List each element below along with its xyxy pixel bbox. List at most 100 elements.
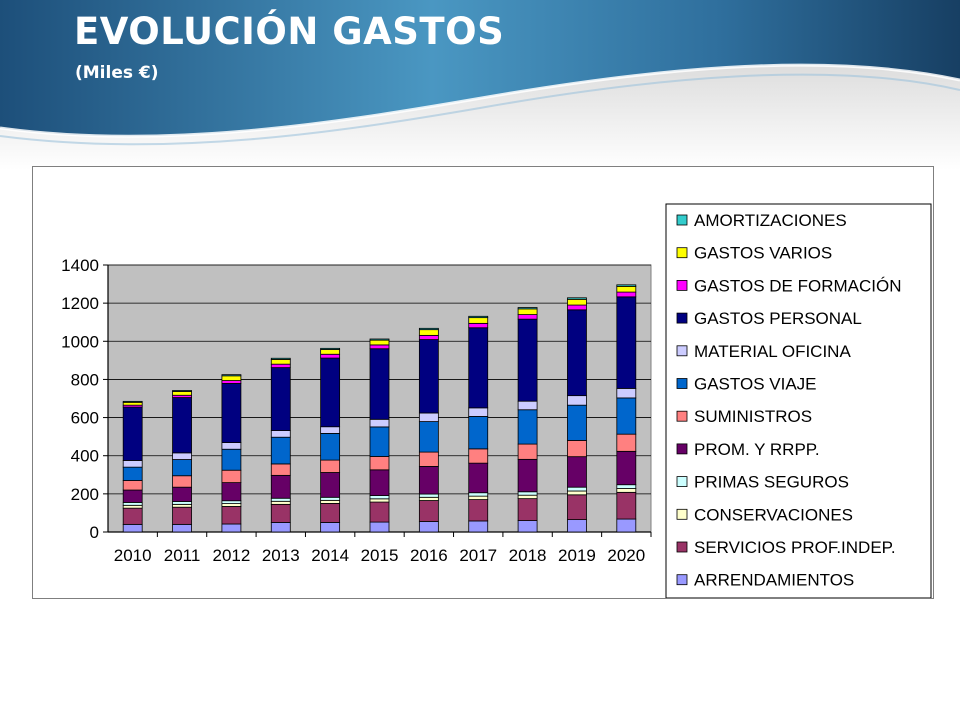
y-tick-label: 0: [90, 523, 99, 542]
y-tick-label: 1400: [61, 256, 99, 275]
legend-label-amortizaciones: AMORTIZACIONES: [694, 211, 847, 230]
x-tick-label: 2016: [410, 546, 448, 565]
legend-label-material-oficina: MATERIAL OFICINA: [694, 342, 851, 361]
bar-segment-gastos-varios-2010: [122, 401, 143, 406]
chart-frame: 0 200 400 600 800 1000 1200 1400 2010 2011 2012 201…: [32, 166, 934, 599]
bar-segment-gastos-viaje-2017: [468, 416, 489, 450]
x-tick-label: 2013: [262, 546, 300, 565]
bar-segment-suministros-2014: [320, 459, 341, 473]
bar-segment-gastos-de-formaci-n-2013: [270, 363, 291, 369]
bar-segment-gastos-personal-2015: [369, 348, 390, 420]
bar-segment-primas-seguros-2016: [418, 493, 439, 498]
x-tick-label: 2017: [459, 546, 497, 565]
bar-segment-gastos-viaje-2015: [369, 426, 390, 457]
x-tick-label: 2012: [212, 546, 250, 565]
bar-segment-gastos-de-formaci-n-2020: [616, 291, 637, 298]
bar-segment-amortizaciones-2014: [320, 347, 341, 350]
bar-segment-gastos-personal-2011: [172, 397, 192, 454]
bar-segment-material-oficina-2018: [517, 400, 538, 411]
bar-segment-arrendamientos-2019: [567, 519, 587, 533]
bar-segment-primas-seguros-2015: [369, 495, 390, 500]
bar-segment-amortizaciones-2017: [468, 315, 489, 319]
bar-segment-prom-y-rrpp--2010: [122, 489, 143, 503]
bar-segment-prom-y-rrpp--2016: [418, 465, 439, 495]
bar-segment-material-oficina-2011: [172, 452, 192, 460]
legend-label-prom-y-rrpp-: PROM. Y RRPP.: [694, 440, 820, 459]
bar-segment-material-oficina-2020: [616, 387, 637, 399]
bar-segment-suministros-2019: [567, 440, 587, 458]
bar-segment-conservaciones-2011: [172, 503, 192, 508]
x-tick-label: 2020: [607, 546, 645, 565]
bar-segment-gastos-de-formaci-n-2018: [517, 314, 538, 320]
legend-label-suministros: SUMINISTROS: [694, 407, 812, 426]
bar-segment-gastos-viaje-2020: [616, 397, 637, 435]
bar-segment-arrendamientos-2015: [369, 521, 390, 533]
bar-segment-arrendamientos-2016: [418, 521, 439, 533]
bar-segment-gastos-viaje-2014: [320, 433, 341, 461]
bar-segment-suministros-2017: [468, 448, 489, 464]
bar-segment-amortizaciones-2019: [567, 297, 587, 300]
legend-box: [665, 203, 932, 598]
bar-segment-gastos-viaje-2011: [172, 459, 192, 477]
legend-swatch-gastos-personal: [676, 312, 688, 324]
bar-segment-gastos-personal-2012: [221, 383, 242, 443]
bar-segment-amortizaciones-2013: [270, 357, 291, 360]
bar-segment-gastos-viaje-2018: [517, 409, 538, 445]
bar-segment-gastos-de-formaci-n-2015: [369, 344, 390, 350]
bar-segment-gastos-varios-2020: [616, 285, 637, 293]
bar-segment-prom-y-rrpp--2020: [616, 450, 637, 486]
y-tick-label: 800: [71, 370, 99, 389]
y-tick-label: 200: [71, 485, 99, 504]
legend-swatch-material-oficina: [676, 345, 688, 357]
legend-swatch-gastos-viaje: [676, 378, 688, 389]
legend-swatch-suministros: [676, 410, 688, 422]
x-tick-label: 2011: [164, 546, 201, 565]
bar-segment-amortizaciones-2011: [172, 390, 192, 392]
legend-swatch-arrendamientos: [676, 574, 688, 586]
bar-segment-conservaciones-2012: [221, 503, 242, 507]
bar-segment-gastos-varios-2014: [320, 349, 341, 355]
bar-segment-conservaciones-2010: [122, 504, 143, 509]
bar-segment-material-oficina-2014: [320, 426, 341, 434]
legend-swatch-gastos-varios: [676, 247, 688, 259]
legend-label-arrendamientos: ARRENDAMIENTOS: [694, 571, 854, 590]
x-tick-label: 2014: [311, 546, 349, 565]
bar-segment-primas-seguros-2018: [517, 491, 538, 496]
bar-segment-arrendamientos-2011: [172, 523, 192, 533]
bar-segment-gastos-viaje-2019: [567, 404, 587, 441]
header-banner: [0, 0, 960, 170]
bar-segment-gastos-personal-2019: [567, 309, 587, 397]
bar-segment-gastos-varios-2015: [369, 339, 390, 346]
bar-segment-prom-y-rrpp--2019: [567, 456, 587, 488]
stacked-bar-chart: 0 200 400 600 800 1000 1200 1400 2010 2011 2012 201…: [61, 203, 932, 598]
bar-segment-gastos-varios-2019: [567, 298, 587, 306]
bar-segment-servicios-prof-indep--2018: [517, 498, 538, 521]
slide-title: EVOLUCIÓN GASTOS: [74, 10, 505, 53]
bar-segment-arrendamientos-2012: [221, 523, 242, 533]
bar-segment-suministros-2010: [122, 480, 143, 491]
bar-segment-gastos-viaje-2010: [122, 466, 143, 481]
bar-segment-suministros-2015: [369, 456, 390, 471]
legend-label-primas-seguros: PRIMAS SEGUROS: [694, 473, 849, 492]
bar-segment-amortizaciones-2018: [517, 307, 538, 310]
bar-segment-arrendamientos-2020: [616, 518, 637, 533]
bar-segment-conservaciones-2015: [369, 498, 390, 503]
y-tick-label: 400: [71, 447, 99, 466]
bar-segment-prom-y-rrpp--2017: [468, 462, 489, 494]
bar-segment-gastos-varios-2013: [270, 359, 291, 365]
bar-segment-gastos-varios-2017: [468, 317, 489, 324]
bar-segment-suministros-2012: [221, 469, 242, 484]
bar-segment-conservaciones-2019: [567, 490, 587, 496]
bar-segment-gastos-viaje-2013: [270, 436, 291, 465]
bar-segment-arrendamientos-2014: [320, 522, 341, 533]
bar-segment-arrendamientos-2018: [517, 520, 538, 533]
legend-swatch-prom-y-rrpp-: [676, 443, 688, 455]
bar-segment-servicios-prof-indep--2013: [270, 503, 291, 523]
bar-segment-gastos-de-formaci-n-2012: [221, 380, 242, 384]
bar-segment-gastos-de-formaci-n-2014: [320, 353, 341, 359]
bar-segment-arrendamientos-2013: [270, 522, 291, 533]
bar-segment-material-oficina-2019: [567, 395, 587, 406]
bar-segment-conservaciones-2014: [320, 499, 341, 504]
bar-segment-gastos-viaje-2012: [221, 448, 242, 471]
bar-segment-gastos-personal-2018: [517, 318, 538, 402]
